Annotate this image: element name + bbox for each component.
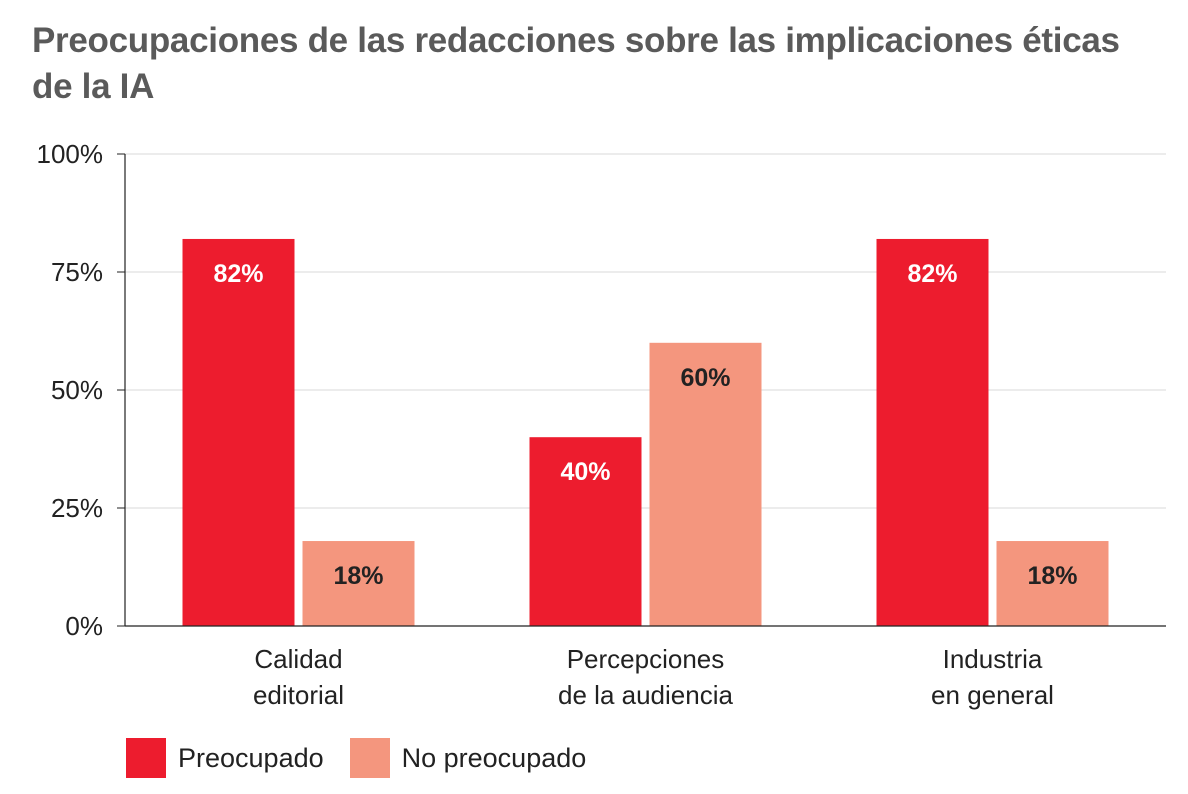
x-tick-label: Percepciones xyxy=(567,644,725,674)
legend-label: Preocupado xyxy=(178,742,324,773)
data-label: 82% xyxy=(213,260,263,288)
grid-lines xyxy=(125,153,1166,509)
legend: Preocupado No preocupado xyxy=(126,738,612,778)
data-label: 18% xyxy=(333,562,383,590)
y-axis-ticks: 0% 25% 50% 75% 100% xyxy=(37,139,125,641)
x-axis-ticks: Calidad editorial Percepciones de la audien… xyxy=(253,644,1054,710)
y-tick-label: 75% xyxy=(51,257,103,287)
legend-swatch xyxy=(126,738,166,778)
data-label: 60% xyxy=(680,364,730,392)
legend-swatch xyxy=(349,738,390,778)
bar xyxy=(182,238,295,626)
x-tick-label: Calidad xyxy=(254,644,342,674)
bar xyxy=(996,541,1109,626)
axes xyxy=(124,154,1166,627)
legend-item-preocupado: Preocupado xyxy=(126,738,324,778)
x-tick-label: Industria xyxy=(943,644,1043,674)
bar xyxy=(302,541,415,626)
bar xyxy=(876,238,989,626)
chart-title: Preocupaciones de las redacciones sobre … xyxy=(32,21,1120,106)
y-tick-label: 25% xyxy=(51,493,103,523)
data-labels: 82% 18% 40% 60% 82% 18% xyxy=(213,260,1077,590)
x-tick-label: en general xyxy=(931,680,1054,710)
bar xyxy=(649,342,762,626)
y-tick-label: 0% xyxy=(65,611,103,641)
x-tick-label: de la audiencia xyxy=(558,680,733,710)
x-tick-label: editorial xyxy=(253,680,344,710)
y-tick-label: 50% xyxy=(51,375,103,405)
legend-label: No preocupado xyxy=(401,742,587,773)
bars xyxy=(182,238,1109,626)
y-tick-label: 100% xyxy=(37,139,104,169)
bar xyxy=(529,437,642,626)
data-label: 82% xyxy=(907,260,957,288)
data-label: 40% xyxy=(560,458,610,486)
legend-item-no-preocupado: No preocupado xyxy=(349,738,587,778)
data-label: 18% xyxy=(1027,562,1077,590)
